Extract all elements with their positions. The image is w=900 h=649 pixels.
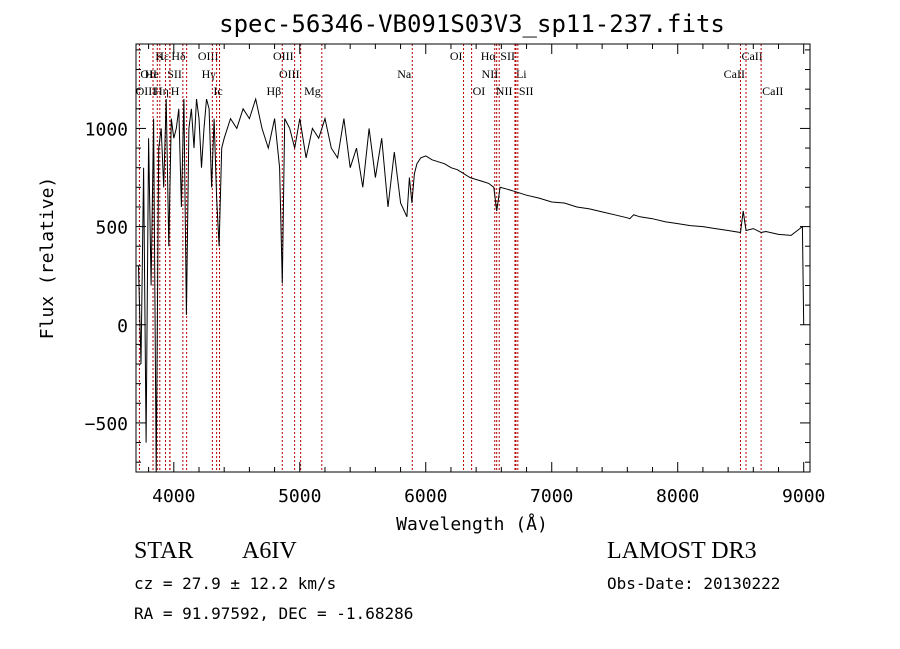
line-marker-label: NII: [496, 84, 513, 98]
object-subclass: A6IV: [242, 538, 297, 564]
line-marker-label: OIII: [198, 49, 219, 63]
x-tick-label: 4000: [152, 486, 195, 507]
line-marker-label: OI: [473, 84, 486, 98]
x-tick-label: 5000: [278, 486, 321, 507]
line-marker-label: CaII: [741, 49, 762, 63]
x-tick-label: 6000: [404, 486, 447, 507]
line-marker-label: SII: [500, 49, 515, 63]
line-marker-label: OIII: [273, 49, 294, 63]
line-marker-label: Li: [516, 67, 527, 81]
redshift-velocity: cz = 27.9 ± 12.2 km/s: [134, 574, 337, 593]
line-marker-label: Na: [397, 67, 412, 81]
line-marker-label: Mg: [304, 84, 321, 98]
line-marker-label: He: [145, 67, 159, 81]
line-marker-label: Hη: [154, 84, 169, 98]
line-marker-label: NII: [482, 67, 499, 81]
line-marker-label: OI: [450, 49, 463, 63]
spectrum-line: [138, 97, 805, 473]
line-marker-label: Hγ: [202, 67, 217, 81]
line-marker-label: H: [171, 84, 180, 98]
sky-coordinates: RA = 91.97592, DEC = -1.68286: [134, 604, 414, 623]
line-marker-label: Hδ: [171, 49, 186, 63]
line-marker-label: Hβ: [266, 84, 281, 98]
spectrum-series: [138, 97, 805, 473]
y-tick-label: 500: [95, 218, 128, 239]
observation-date: Obs-Date: 20130222: [607, 574, 781, 593]
plot-frame: [135, 43, 811, 473]
line-marker-label: CaII: [762, 84, 783, 98]
emission-line-markers: HεKHδOIIIOIIIOIHαSIICaIIOIIHeSIIHγOIIINa…: [136, 44, 783, 472]
y-tick-label: 1000: [85, 119, 128, 140]
y-axis-label: Flux (relative): [37, 177, 58, 340]
y-tick-label: 0: [117, 316, 128, 337]
x-tick-label: 9000: [782, 486, 825, 507]
line-marker-label: OIII: [136, 84, 157, 98]
y-tick-label: −500: [85, 414, 128, 435]
x-tick-label: 7000: [530, 486, 573, 507]
object-class: STAR: [134, 538, 194, 564]
line-marker-label: CaII: [724, 67, 745, 81]
survey-name: LAMOST DR3: [607, 538, 757, 564]
line-marker-label: OIII: [279, 67, 300, 81]
chart-title: spec-56346-VB091S03V3_sp11-237.fits: [219, 10, 725, 38]
line-marker-label: Hα: [481, 49, 497, 63]
x-tick-label: 8000: [656, 486, 699, 507]
x-axis: 4000 5000 6000 7000 8000 9000: [148, 44, 825, 507]
line-marker-label: SII: [167, 67, 182, 81]
x-axis-label: Wavelength (Å): [396, 513, 548, 535]
line-marker-label: Ic: [213, 84, 222, 98]
line-marker-label: SII: [519, 84, 534, 98]
y-axis: −500 0 500 1000: [85, 49, 810, 463]
